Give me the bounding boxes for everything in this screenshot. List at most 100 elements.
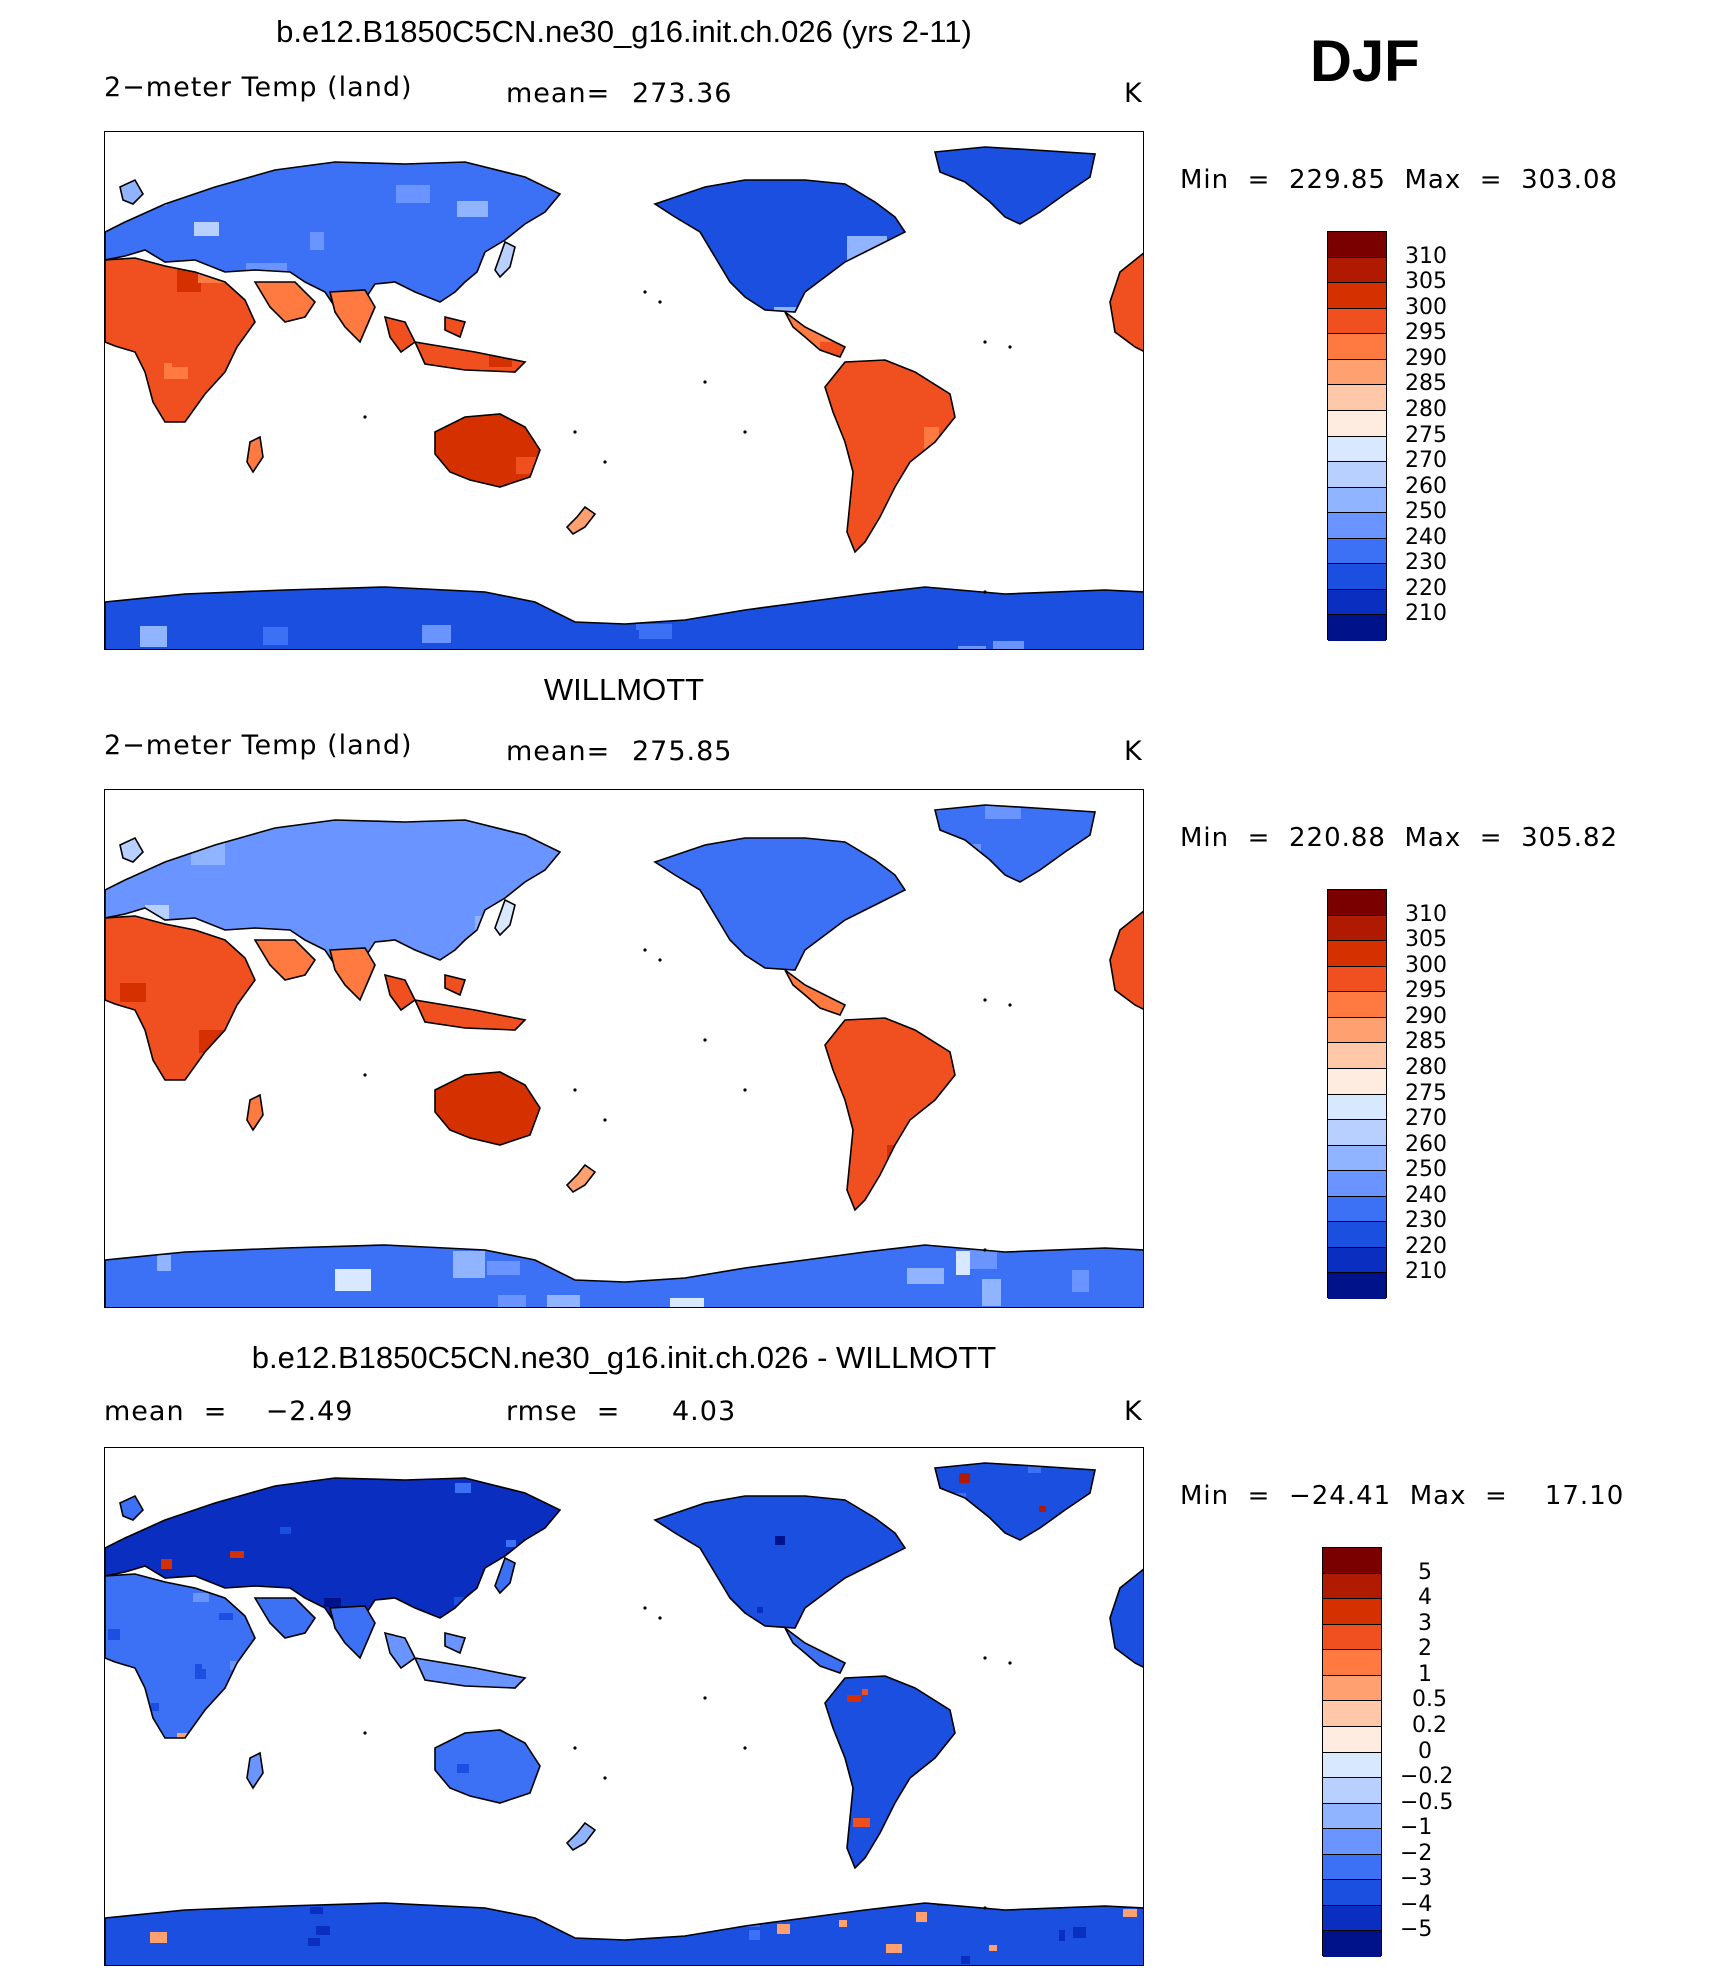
- island-marker: [1008, 345, 1012, 349]
- colorbar-swatch: [1323, 1573, 1381, 1600]
- colorbar-tick-label: 230: [1405, 550, 1447, 576]
- island-marker: [603, 460, 607, 464]
- colorbar-tick-label: 2: [1418, 1636, 1432, 1662]
- season-label: DJF: [1310, 29, 1420, 94]
- minmax-model: Min = 229.85 Max = 303.08: [1180, 165, 1619, 195]
- island-marker: [983, 340, 987, 344]
- colorbar-tick-label: 295: [1405, 320, 1447, 346]
- minmax-diff: Min = −24.41 Max = 17.10: [1180, 1481, 1625, 1511]
- colorbar-swatch: [1328, 1196, 1386, 1223]
- colorbar-swatch: [1328, 436, 1386, 463]
- colorbar-tick-label: −4: [1400, 1891, 1433, 1917]
- land-australia: [435, 1072, 540, 1145]
- colorbar-swatch: [1323, 1624, 1381, 1651]
- island-marker: [643, 1606, 647, 1610]
- coastline-australia: [434, 413, 541, 488]
- variable-label-obs: 2−meter Temp (land): [104, 730, 413, 761]
- colorbar-tick-label: 295: [1405, 978, 1447, 1004]
- colorbar-swatch: [1323, 1675, 1381, 1702]
- colorbar-swatch: [1323, 1905, 1381, 1932]
- colorbar-swatch: [1328, 257, 1386, 284]
- colorbar-swatch: [1328, 941, 1386, 967]
- land-madagascar: [247, 1095, 263, 1130]
- coastline-uk: [119, 1494, 144, 1521]
- coastline-camerica: [784, 969, 847, 1016]
- colorbar-swatch: [1328, 1247, 1386, 1274]
- colorbar-tick-label: 0.2: [1412, 1712, 1447, 1738]
- colorbar-tick-label: 285: [1405, 1029, 1447, 1055]
- island-marker: [658, 1616, 662, 1620]
- coastline-westafrica_edge: [1109, 1568, 1143, 1668]
- coastline-japan: [494, 240, 516, 279]
- colorbar-swatch: [1328, 1017, 1386, 1044]
- coastline-seasia: [383, 1631, 527, 1689]
- coastline-arabia_india: [253, 939, 376, 1002]
- colorbar-tick-label: 230: [1405, 1208, 1447, 1234]
- coastline-samerica: [824, 1675, 956, 1870]
- island-marker: [573, 1088, 577, 1092]
- panel-title-diff: b.e12.B1850C5CN.ne30_g16.init.ch.026 - W…: [251, 1340, 997, 1375]
- colorbar-model: [1327, 231, 1387, 641]
- coastline-africa: [105, 257, 256, 423]
- land-australia: [435, 414, 540, 487]
- map-model: [104, 131, 1144, 650]
- stat-label-diff: rmse =: [506, 1396, 621, 1427]
- island-marker: [603, 1776, 607, 1780]
- land-japan: [495, 242, 515, 277]
- colorbar-tick-label: 280: [1405, 1054, 1447, 1080]
- colorbar-tick-label: 250: [1405, 499, 1447, 525]
- colorbar-tick-label: 280: [1405, 396, 1447, 422]
- stat-label-obs: mean=: [506, 736, 611, 767]
- colorbar-swatch: [1323, 1931, 1381, 1957]
- colorbar-swatch: [1328, 334, 1386, 360]
- colorbar-tick-label: 1: [1418, 1661, 1432, 1687]
- island-marker: [703, 1696, 707, 1700]
- colorbar-tick-label: −0.5: [1400, 1789, 1454, 1815]
- colorbar-tick-label: 5: [1418, 1559, 1432, 1585]
- colorbar-tick-label: 0: [1418, 1738, 1432, 1764]
- minmax-obs: Min = 220.88 Max = 305.82: [1180, 823, 1619, 853]
- colorbar-swatch: [1328, 232, 1386, 258]
- coastline-uk: [119, 178, 144, 205]
- coastline-madagascar: [246, 1093, 264, 1132]
- colorbar-tick-label: 275: [1405, 1080, 1447, 1106]
- stat-label-model: mean=: [506, 78, 611, 109]
- coastline-camerica: [784, 311, 847, 358]
- colorbar-swatch: [1328, 915, 1386, 942]
- colorbar-swatch: [1328, 1120, 1386, 1146]
- island-marker: [703, 380, 707, 384]
- colorbar-swatch: [1328, 308, 1386, 335]
- mean-label-diff: mean = −2.49: [104, 1396, 354, 1427]
- coastline-eurasia: [105, 1477, 562, 1640]
- coastline-uk: [119, 836, 144, 863]
- colorbar-swatch: [1328, 1094, 1386, 1121]
- colorbar-tick-label: −0.2: [1400, 1764, 1454, 1790]
- colorbar-tick-label: 0.5: [1412, 1687, 1447, 1713]
- land-australia: [435, 1730, 540, 1803]
- coastline-africa: [105, 1573, 256, 1739]
- colorbar-tick-label: −2: [1400, 1840, 1433, 1866]
- colorbar-tick-label: 220: [1405, 575, 1447, 601]
- colorbar-tick-label: 305: [1405, 269, 1447, 295]
- island-marker: [703, 1038, 707, 1042]
- colorbar-tick-label: 310: [1405, 901, 1447, 927]
- colorbar-swatch: [1323, 1778, 1381, 1804]
- coastline-africa: [105, 915, 256, 1081]
- island-marker: [658, 958, 662, 962]
- colorbar-swatch: [1328, 1222, 1386, 1248]
- coastline-madagascar: [246, 435, 264, 474]
- land-nz: [567, 1823, 595, 1850]
- coastline-madagascar: [246, 1751, 264, 1790]
- coastline-japan: [494, 1556, 516, 1595]
- island-marker: [573, 1746, 577, 1750]
- island-marker: [983, 1656, 987, 1660]
- land-madagascar: [247, 1753, 263, 1788]
- colorbar-tick-label: 310: [1405, 243, 1447, 269]
- coastline-namerica: [653, 1495, 907, 1629]
- island-marker: [983, 590, 987, 594]
- coastline-namerica: [653, 179, 907, 313]
- island-marker: [363, 1731, 367, 1735]
- colorbar-swatch: [1323, 1701, 1381, 1727]
- colorbar-tick-label: −1: [1400, 1815, 1433, 1841]
- colorbar-swatch: [1323, 1829, 1381, 1855]
